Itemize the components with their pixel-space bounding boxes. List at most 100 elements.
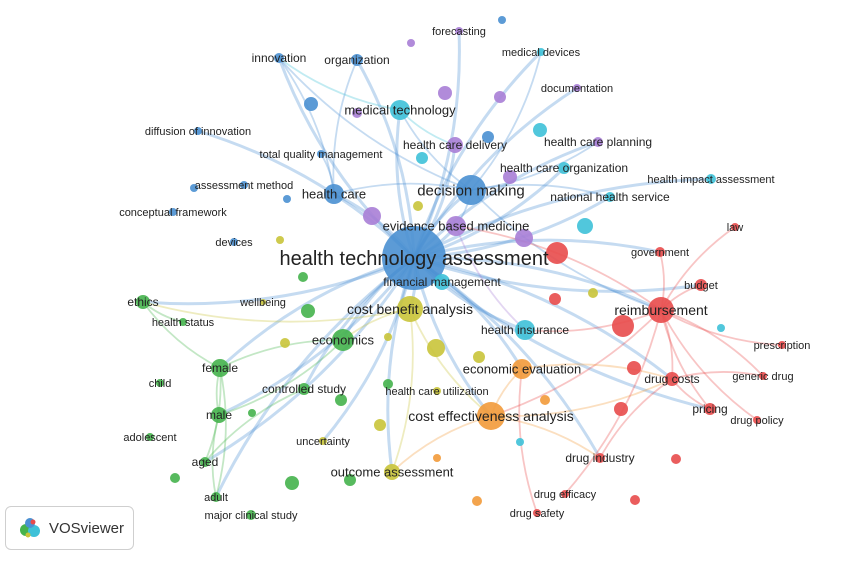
- network-node[interactable]: [301, 304, 315, 318]
- node-assessment-method[interactable]: [240, 181, 248, 189]
- node-health-care-utilization[interactable]: [433, 387, 441, 395]
- node-female[interactable]: [211, 359, 229, 377]
- network-node[interactable]: [614, 402, 628, 416]
- node-drug-industry[interactable]: [595, 453, 605, 463]
- node-hta[interactable]: [382, 226, 446, 290]
- node-drug-safety[interactable]: [533, 509, 541, 517]
- node-adult[interactable]: [211, 492, 221, 502]
- network-node[interactable]: [170, 473, 180, 483]
- network-node[interactable]: [407, 39, 415, 47]
- node-health-care-planning[interactable]: [593, 137, 603, 147]
- node-controlled-study[interactable]: [298, 383, 310, 395]
- network-node[interactable]: [498, 16, 506, 24]
- network-node[interactable]: [515, 229, 533, 247]
- network-node[interactable]: [516, 438, 524, 446]
- node-child[interactable]: [156, 379, 164, 387]
- node-diffusion-of-innovation[interactable]: [194, 127, 202, 135]
- network-node[interactable]: [276, 236, 284, 244]
- node-medical-technology[interactable]: [390, 100, 410, 120]
- network-node[interactable]: [482, 131, 494, 143]
- node-uncertainty[interactable]: [319, 437, 327, 445]
- node-wellbeing[interactable]: [260, 299, 266, 305]
- network-node[interactable]: [540, 395, 550, 405]
- network-node[interactable]: [384, 333, 392, 341]
- network-node[interactable]: [433, 454, 441, 462]
- network-node[interactable]: [283, 195, 291, 203]
- network-node[interactable]: [577, 218, 593, 234]
- network-node[interactable]: [298, 272, 308, 282]
- network-node[interactable]: [472, 496, 482, 506]
- node-government[interactable]: [655, 247, 665, 257]
- node-drug-efficacy[interactable]: [561, 490, 569, 498]
- node-documentation[interactable]: [573, 84, 581, 92]
- network-node[interactable]: [363, 207, 381, 225]
- network-node[interactable]: [413, 201, 423, 211]
- network-node[interactable]: [627, 361, 641, 375]
- network-node[interactable]: [671, 454, 681, 464]
- node-aged[interactable]: [200, 457, 210, 467]
- network-node[interactable]: [374, 419, 386, 431]
- node-economics[interactable]: [332, 329, 354, 351]
- node-cost-benefit-analysis[interactable]: [397, 296, 423, 322]
- network-node[interactable]: [630, 495, 640, 505]
- node-male[interactable]: [211, 407, 227, 423]
- network-node[interactable]: [190, 184, 198, 192]
- network-link: [332, 59, 358, 195]
- network-node[interactable]: [473, 351, 485, 363]
- node-label-decision-making: decision making: [417, 182, 525, 199]
- network-node[interactable]: [503, 170, 517, 184]
- network-node[interactable]: [383, 379, 393, 389]
- network-links: [142, 30, 783, 514]
- node-prescription[interactable]: [778, 341, 786, 349]
- node-reimbursement[interactable]: [648, 297, 674, 323]
- node-total-quality-management[interactable]: [317, 150, 325, 158]
- node-health-impact-assessment[interactable]: [706, 174, 716, 184]
- node-conceptual-framework[interactable]: [169, 208, 177, 216]
- node-innovation[interactable]: [274, 53, 284, 63]
- node-decision-making[interactable]: [456, 175, 486, 205]
- network-node[interactable]: [416, 152, 428, 164]
- network-node[interactable]: [352, 108, 362, 118]
- network-node[interactable]: [344, 474, 356, 486]
- vosviewer-badge[interactable]: VOSviewer: [5, 506, 134, 550]
- node-ethics[interactable]: [136, 295, 150, 309]
- node-pricing[interactable]: [704, 403, 716, 415]
- node-cost-effectiveness-analysis[interactable]: [477, 402, 505, 430]
- node-outcome-assessment[interactable]: [384, 464, 400, 480]
- network-node[interactable]: [335, 394, 347, 406]
- node-health-care-organization[interactable]: [558, 162, 570, 174]
- node-law[interactable]: [731, 223, 739, 231]
- node-health-care[interactable]: [324, 184, 344, 204]
- node-adolescent[interactable]: [146, 433, 154, 441]
- network-node[interactable]: [285, 476, 299, 490]
- network-node[interactable]: [612, 315, 634, 337]
- network-node[interactable]: [427, 339, 445, 357]
- network-node[interactable]: [717, 324, 725, 332]
- node-medical-devices[interactable]: [537, 48, 545, 56]
- node-forecasting[interactable]: [455, 27, 463, 35]
- node-organization[interactable]: [351, 54, 363, 66]
- node-health-care-delivery[interactable]: [447, 137, 463, 153]
- network-node[interactable]: [438, 86, 452, 100]
- node-major-clinical-study[interactable]: [246, 510, 256, 520]
- node-evidence-based-medicine[interactable]: [446, 216, 466, 236]
- network-node[interactable]: [248, 409, 256, 417]
- network-node[interactable]: [588, 288, 598, 298]
- network-node[interactable]: [494, 91, 506, 103]
- node-label-prescription: prescription: [754, 340, 811, 352]
- node-health-status[interactable]: [179, 318, 187, 326]
- network-node[interactable]: [304, 97, 318, 111]
- node-health-insurance[interactable]: [515, 320, 535, 340]
- node-economic-evaluation[interactable]: [512, 359, 532, 379]
- network-node[interactable]: [549, 293, 561, 305]
- network-node[interactable]: [533, 123, 547, 137]
- node-devices[interactable]: [230, 238, 238, 246]
- node-national-health-service[interactable]: [605, 192, 615, 202]
- node-drug-policy[interactable]: [753, 416, 761, 424]
- node-drug-costs[interactable]: [665, 372, 679, 386]
- network-node[interactable]: [280, 338, 290, 348]
- node-budget[interactable]: [695, 279, 707, 291]
- node-generic-drug[interactable]: [759, 372, 767, 380]
- node-financial-management[interactable]: [434, 274, 450, 290]
- network-node[interactable]: [546, 242, 568, 264]
